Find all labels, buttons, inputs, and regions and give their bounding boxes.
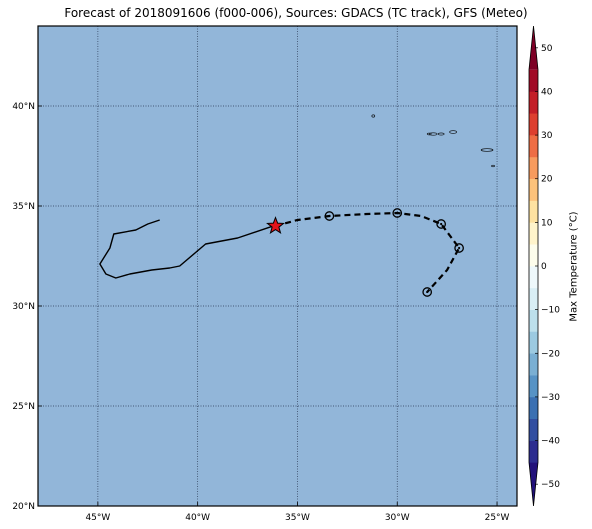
colorbar-tick-label: −30 [541, 393, 560, 403]
current-position-star-icon [266, 216, 285, 235]
forecast-point-icon [324, 211, 335, 221]
x-tick-label: 45°W [85, 513, 110, 523]
colorbar-tick-label: −50 [541, 480, 560, 490]
forecast-point-dot [458, 246, 461, 250]
colorbar-segment [529, 331, 538, 354]
forecast-point-icon [454, 243, 464, 253]
y-tick-label: 35°N [12, 202, 35, 212]
colorbar-tick-label: 20 [541, 175, 553, 185]
island-outline [428, 132, 438, 136]
colorbar-segment [529, 91, 538, 114]
colorbar: 50 40 30 20 10 0 −10 −20 −30 −40 −50 [528, 25, 560, 507]
x-tick-label: 35°W [285, 513, 310, 523]
colorbar-tick-label: −40 [541, 437, 560, 447]
colorbar-segment [529, 113, 538, 136]
map-title: Forecast of 2018091606 (f000-006), Sourc… [64, 6, 528, 20]
forecast-point-dot [396, 211, 399, 215]
forecast-point-icon [436, 219, 447, 229]
forecast-points [324, 208, 464, 297]
forecast-track-line [275, 211, 461, 293]
colorbar-segment [529, 222, 538, 245]
colorbar-tick-label: 40 [541, 87, 553, 97]
past-track-line [99, 219, 272, 279]
island-outline [371, 114, 376, 118]
island-outline [449, 130, 457, 134]
forecast-point-icon [392, 208, 403, 218]
longitude-ticks: 45°W 40°W 35°W 30°W 25°W [85, 502, 510, 523]
colorbar-segment [529, 375, 538, 398]
colorbar-outline [528, 25, 539, 507]
colorbar-extend-min [529, 462, 538, 506]
colorbar-segment [529, 156, 538, 180]
forecast-point-dot [328, 214, 331, 218]
map-frame [37, 25, 518, 507]
forecast-point-dot [440, 222, 443, 226]
graticule [38, 26, 517, 507]
colorbar-segment [529, 418, 538, 441]
x-tick-label: 30°W [385, 513, 410, 523]
forecast-point-icon [422, 287, 433, 297]
ocean-area [38, 26, 517, 506]
azores-islands [371, 114, 495, 168]
island-outline [491, 164, 495, 168]
colorbar-label: Max Temperature (°C) [568, 210, 580, 322]
colorbar-extend-max [529, 26, 538, 70]
y-tick-label: 40°N [12, 102, 35, 112]
colorbar-segment [529, 69, 538, 92]
y-tick-label: 20°N [12, 502, 35, 512]
island-outline [480, 148, 494, 152]
colorbar-tick-label: 50 [541, 44, 553, 54]
colorbar-segment [529, 200, 538, 223]
colorbar-segment [529, 353, 538, 376]
colorbar-segment [529, 396, 538, 420]
x-tick-label: 25°W [485, 513, 510, 523]
colorbar-tick-label: 0 [541, 262, 547, 272]
colorbar-segment [529, 135, 538, 158]
island-outline [437, 132, 445, 136]
y-tick-label: 30°N [12, 302, 35, 312]
colorbar-segment [529, 266, 538, 289]
colorbar-tick-label: −10 [541, 306, 560, 316]
colorbar-segment [529, 440, 538, 463]
forecast-point-dot [426, 290, 429, 294]
colorbar-segment [529, 178, 538, 201]
colorbar-segment [529, 244, 538, 267]
colorbar-tick-label: 30 [541, 131, 553, 141]
y-tick-label: 25°N [12, 402, 35, 412]
island-outline [426, 132, 432, 136]
colorbar-segment [529, 287, 538, 310]
x-tick-label: 40°W [185, 513, 210, 523]
colorbar-segment [529, 309, 538, 332]
colorbar-tick-label: 10 [541, 218, 553, 228]
colorbar-tick-label: −20 [541, 349, 560, 359]
